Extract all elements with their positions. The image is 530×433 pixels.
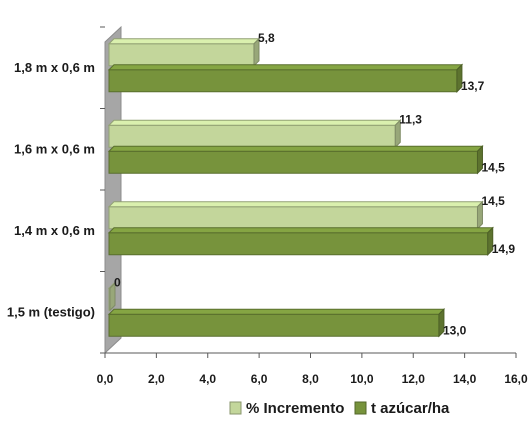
data-label: 14,9 bbox=[492, 242, 516, 256]
bar bbox=[107, 308, 446, 338]
x-tick-label: 8,0 bbox=[302, 372, 319, 386]
x-tick-label: 4,0 bbox=[199, 372, 216, 386]
bar-end bbox=[487, 226, 494, 256]
bar-front bbox=[108, 150, 478, 174]
bar-end bbox=[476, 145, 483, 175]
bar-front bbox=[108, 232, 489, 256]
legend: % Incremento t azúcar/ha bbox=[229, 400, 450, 417]
bar bbox=[107, 200, 484, 230]
x-tick-label: 12,0 bbox=[402, 372, 426, 386]
axes: 0,0 2,0 4,0 6,0 8,0 10,0 12,0 14,0 16,0 bbox=[97, 25, 528, 386]
x-tick-label: 2,0 bbox=[148, 372, 165, 386]
legend-label: % Incremento bbox=[246, 400, 344, 417]
side-wall bbox=[104, 25, 122, 355]
bar bbox=[107, 37, 261, 67]
x-tick-label: 14,0 bbox=[453, 372, 477, 386]
category-label: 1,4 m x 0,6 m bbox=[14, 223, 95, 238]
bar-front bbox=[108, 313, 440, 337]
bar-top bbox=[107, 201, 484, 208]
x-tick-label: 16,0 bbox=[504, 372, 528, 386]
legend-swatch bbox=[354, 401, 367, 415]
bar-front bbox=[108, 43, 255, 67]
x-tick-label: 0,0 bbox=[97, 372, 114, 386]
bar-top bbox=[107, 64, 464, 71]
bar-top bbox=[107, 38, 261, 45]
data-label: 0 bbox=[114, 275, 121, 289]
data-label: 11,3 bbox=[399, 112, 422, 126]
legend-swatch bbox=[229, 401, 242, 415]
bar bbox=[107, 63, 464, 93]
bar bbox=[107, 145, 484, 175]
bars bbox=[107, 37, 494, 338]
bar-top bbox=[107, 227, 494, 234]
x-tick-label: 6,0 bbox=[251, 372, 268, 386]
data-label: 14,5 bbox=[481, 194, 505, 208]
bar bbox=[107, 226, 494, 256]
bar-end bbox=[476, 200, 483, 230]
data-label: 5,8 bbox=[258, 31, 275, 45]
bar-end bbox=[109, 282, 116, 312]
data-label: 14,5 bbox=[481, 160, 505, 174]
bar-end bbox=[253, 37, 260, 67]
x-tick-label: 10,0 bbox=[350, 372, 374, 386]
bar bbox=[107, 119, 402, 149]
category-label: 1,5 m (testigo) bbox=[7, 304, 95, 319]
bar-top bbox=[107, 145, 484, 152]
bar bbox=[107, 282, 117, 312]
data-label: 13,7 bbox=[461, 79, 485, 93]
category-label: 1,6 m x 0,6 m bbox=[14, 141, 95, 156]
bar-front bbox=[108, 206, 478, 230]
bar-end bbox=[456, 63, 463, 93]
bar-top bbox=[107, 119, 402, 126]
bar-end bbox=[438, 308, 445, 338]
bar-end bbox=[394, 119, 401, 149]
legend-label: t azúcar/ha bbox=[371, 400, 450, 417]
bar-top bbox=[107, 308, 446, 315]
category-label: 1,8 m x 0,6 m bbox=[14, 60, 95, 75]
data-label: 13,0 bbox=[443, 323, 467, 337]
data-labels: 1,5 m (testigo) 0 13,0 1,4 m x 0,6 m 14,5 14,… bbox=[7, 31, 516, 338]
bar-front bbox=[108, 124, 396, 148]
bar-front bbox=[108, 69, 458, 93]
